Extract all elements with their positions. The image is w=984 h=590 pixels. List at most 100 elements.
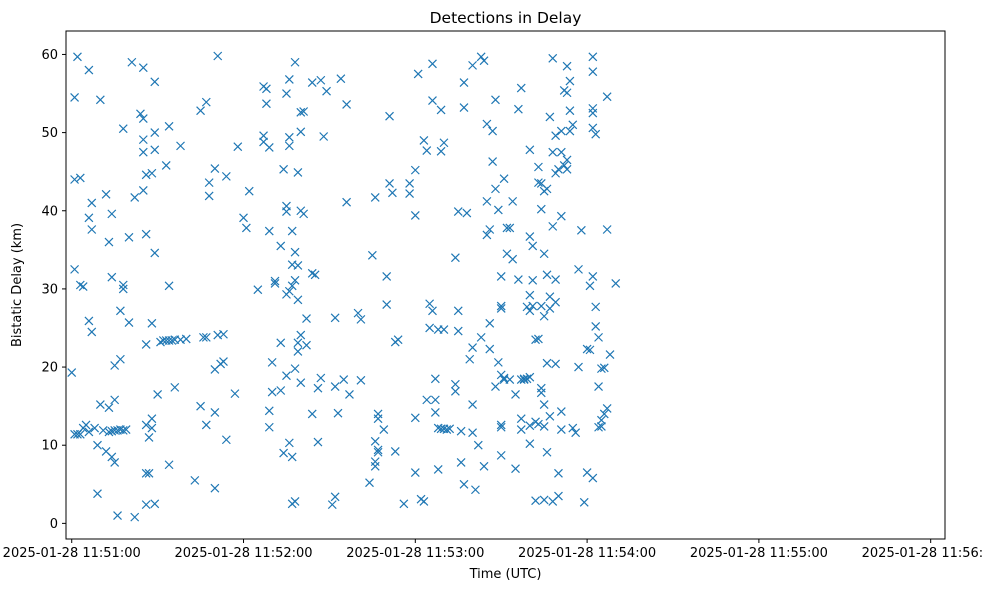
data-point [399, 499, 409, 509]
data-point [428, 306, 437, 316]
data-point [488, 126, 498, 136]
data-point [213, 51, 223, 61]
data-point [210, 407, 220, 417]
chart-title: Detections in Delay [430, 9, 582, 27]
data-point [556, 211, 566, 221]
data-point [599, 409, 609, 419]
data-point [95, 95, 105, 105]
data-point [190, 475, 200, 485]
data-point [582, 344, 592, 354]
data-point [356, 314, 366, 324]
data-point [499, 174, 509, 184]
data-point [568, 120, 578, 130]
data-point [491, 382, 500, 392]
data-point [439, 325, 449, 334]
data-point [147, 423, 157, 433]
data-point [104, 427, 114, 437]
data-point [75, 429, 85, 439]
data-point [124, 232, 134, 242]
data-point [150, 499, 160, 509]
data-point [419, 497, 429, 506]
data-point [534, 334, 543, 344]
data-point [342, 100, 352, 109]
data-point [525, 306, 535, 316]
x-tick-label: 2025-01-28 11:52:00 [174, 546, 312, 561]
data-point [596, 415, 606, 425]
data-point [539, 400, 549, 409]
data-point [279, 448, 289, 458]
data-point [113, 511, 122, 520]
data-point [290, 497, 300, 506]
data-point [161, 161, 171, 170]
data-point [118, 284, 128, 294]
data-point [282, 371, 291, 381]
data-point [141, 500, 151, 510]
data-point [296, 330, 306, 340]
data-point [219, 357, 228, 367]
data-point [528, 275, 538, 285]
data-point [307, 78, 317, 88]
data-point [574, 362, 583, 372]
y-tick-label: 10 [41, 439, 58, 454]
data-point [536, 204, 546, 214]
data-point [525, 421, 535, 431]
x-axis-ticks: 2025-01-28 11:51:00 2025-01-28 11:52:00 20… [3, 539, 984, 561]
data-point [138, 63, 148, 73]
data-point [445, 424, 455, 434]
y-tick-label: 30 [41, 282, 58, 297]
data-point [296, 378, 306, 388]
data-point [287, 452, 297, 462]
data-point [150, 128, 160, 138]
data-point [259, 131, 268, 141]
data-point [405, 178, 415, 188]
data-point [439, 138, 449, 148]
data-point [551, 275, 561, 284]
data-point [594, 382, 603, 392]
data-point [485, 344, 495, 354]
data-point [342, 197, 352, 207]
data-point [508, 196, 518, 206]
data-point [534, 178, 543, 188]
data-point [471, 485, 480, 495]
data-point [462, 208, 472, 218]
data-point [270, 279, 280, 288]
data-point [551, 168, 561, 178]
plot-area: 2025-01-28 11:51:00 2025-01-28 11:52:00 20… [3, 30, 984, 561]
data-point [496, 301, 506, 311]
data-point [450, 386, 460, 396]
data-point [531, 496, 540, 506]
data-point [75, 280, 85, 290]
data-point [459, 479, 469, 489]
data-point [353, 308, 363, 318]
data-point [279, 164, 289, 174]
data-point [118, 280, 128, 290]
data-point [479, 461, 489, 471]
data-point [373, 414, 383, 424]
data-point [525, 439, 535, 449]
data-point [528, 301, 538, 311]
data-point [459, 78, 469, 88]
data-point [138, 135, 148, 145]
data-point [387, 188, 397, 198]
y-tick-label: 60 [41, 48, 58, 63]
data-point [287, 281, 297, 291]
data-point [611, 279, 621, 288]
data-point [110, 395, 120, 405]
data-point [505, 375, 515, 384]
data-point [101, 189, 111, 199]
data-point [319, 132, 329, 141]
data-point [602, 225, 612, 234]
data-point [422, 146, 432, 155]
data-point [290, 57, 300, 67]
data-point [476, 332, 486, 342]
data-point [276, 386, 286, 395]
data-point [293, 338, 303, 348]
data-point [264, 422, 274, 432]
data-point [428, 59, 437, 69]
data-point [496, 422, 506, 432]
data-point [591, 302, 601, 312]
data-point [413, 69, 423, 79]
data-point [505, 223, 515, 233]
data-point [373, 447, 383, 457]
